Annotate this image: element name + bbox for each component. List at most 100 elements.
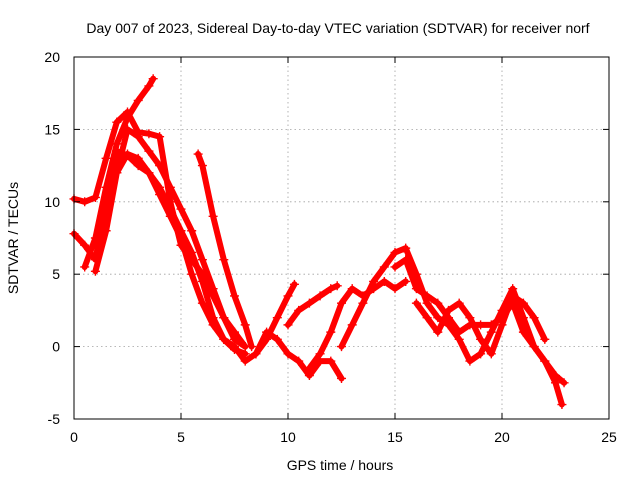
x-tick-label: 0 (70, 429, 78, 445)
data-point (112, 117, 122, 127)
data-point (247, 342, 257, 352)
x-tick-label: 5 (177, 429, 185, 445)
data-point (144, 129, 154, 139)
data-point (283, 291, 293, 301)
data-point (144, 146, 154, 156)
data-point (347, 284, 357, 294)
data-point (465, 356, 475, 366)
series-line (306, 278, 409, 372)
data-point (390, 262, 400, 272)
data-point (80, 262, 90, 272)
y-axis-label: SDTVAR / TECUs (5, 182, 21, 294)
data-point (240, 320, 250, 330)
data-point (187, 269, 197, 279)
data-point (486, 320, 496, 330)
y-tick-label: 20 (44, 49, 60, 65)
data-point (101, 153, 111, 163)
data-point (208, 284, 218, 294)
data-point (133, 95, 143, 105)
data-point (155, 190, 165, 200)
data-point (551, 371, 560, 381)
data-point (326, 356, 336, 366)
data-point (155, 132, 165, 142)
data-point (283, 349, 293, 359)
data-point (454, 327, 464, 337)
data-point (197, 161, 207, 171)
data-point (529, 342, 539, 352)
data-point (347, 320, 357, 330)
data-point (176, 204, 186, 214)
axis-ticks: 0 5 10 15 20 25 -5 0 5 10 15 20 (44, 49, 617, 445)
data-point (337, 342, 346, 352)
data-point (197, 276, 207, 286)
data-point (476, 320, 486, 330)
data-point (411, 298, 421, 308)
x-tick-label: 15 (387, 429, 403, 445)
data-point (315, 349, 325, 359)
data-point (187, 226, 197, 236)
data-point (197, 298, 207, 308)
data-point (326, 284, 336, 294)
data-point (219, 255, 229, 265)
data-point (540, 334, 550, 344)
plot-frame (73, 56, 610, 420)
series-arc-8 (251, 279, 299, 359)
data-point (433, 327, 443, 337)
y-tick-label: 0 (52, 339, 60, 355)
data-point (444, 305, 453, 315)
series-arc-3 (80, 74, 158, 272)
series-line (338, 245, 565, 408)
data-point (337, 373, 346, 383)
data-point (165, 182, 175, 192)
data-point (422, 291, 432, 301)
data-point (230, 342, 239, 352)
series-arc-6 (193, 149, 257, 352)
data-point (401, 276, 411, 286)
series-arc-10 (304, 276, 411, 373)
x-tick-label: 10 (280, 429, 296, 445)
data-point (390, 247, 400, 257)
series-line (81, 75, 157, 270)
data-point (219, 313, 229, 323)
data-point (476, 349, 486, 359)
x-axis-label: GPS time / hours (287, 457, 394, 473)
data-point (289, 279, 299, 289)
data-point (294, 356, 304, 366)
series-arc-5 (112, 124, 250, 352)
data-point (559, 378, 569, 388)
data-point (433, 313, 443, 323)
data-point (540, 356, 550, 366)
y-tick-label: 10 (44, 194, 60, 210)
data-point (148, 74, 158, 84)
data-point (422, 313, 432, 323)
data-point (230, 327, 239, 337)
data-point (165, 211, 175, 221)
data-point (326, 327, 336, 337)
data-point (251, 349, 261, 359)
data-point (101, 226, 111, 236)
data-point (193, 149, 203, 159)
data-point (144, 81, 154, 91)
data-point (337, 298, 346, 308)
data-point (390, 284, 400, 294)
data-point (486, 349, 496, 359)
data-point (454, 298, 464, 308)
data-point (90, 192, 100, 202)
data-point (433, 298, 443, 308)
data-point (465, 313, 475, 323)
x-tick-label: 25 (601, 429, 617, 445)
x-tick-label: 20 (494, 429, 510, 445)
data-point (123, 124, 132, 134)
data-point (476, 334, 486, 344)
data-point (219, 334, 229, 344)
data-point (187, 247, 197, 257)
y-tick-label: 15 (44, 121, 60, 137)
data-point (144, 168, 154, 178)
data-point (557, 400, 567, 410)
data-point (529, 313, 539, 323)
data-point (304, 363, 314, 373)
data-point (133, 132, 143, 142)
data-point (518, 298, 528, 308)
data-point (80, 240, 90, 250)
